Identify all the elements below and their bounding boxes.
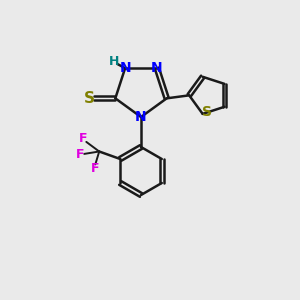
Text: F: F bbox=[79, 132, 87, 146]
Text: F: F bbox=[91, 161, 99, 175]
Text: F: F bbox=[76, 148, 84, 161]
Text: N: N bbox=[135, 110, 147, 124]
Text: H: H bbox=[109, 55, 119, 68]
Text: N: N bbox=[119, 61, 131, 75]
Text: N: N bbox=[151, 61, 163, 75]
Text: S: S bbox=[202, 105, 212, 119]
Text: S: S bbox=[84, 91, 95, 106]
